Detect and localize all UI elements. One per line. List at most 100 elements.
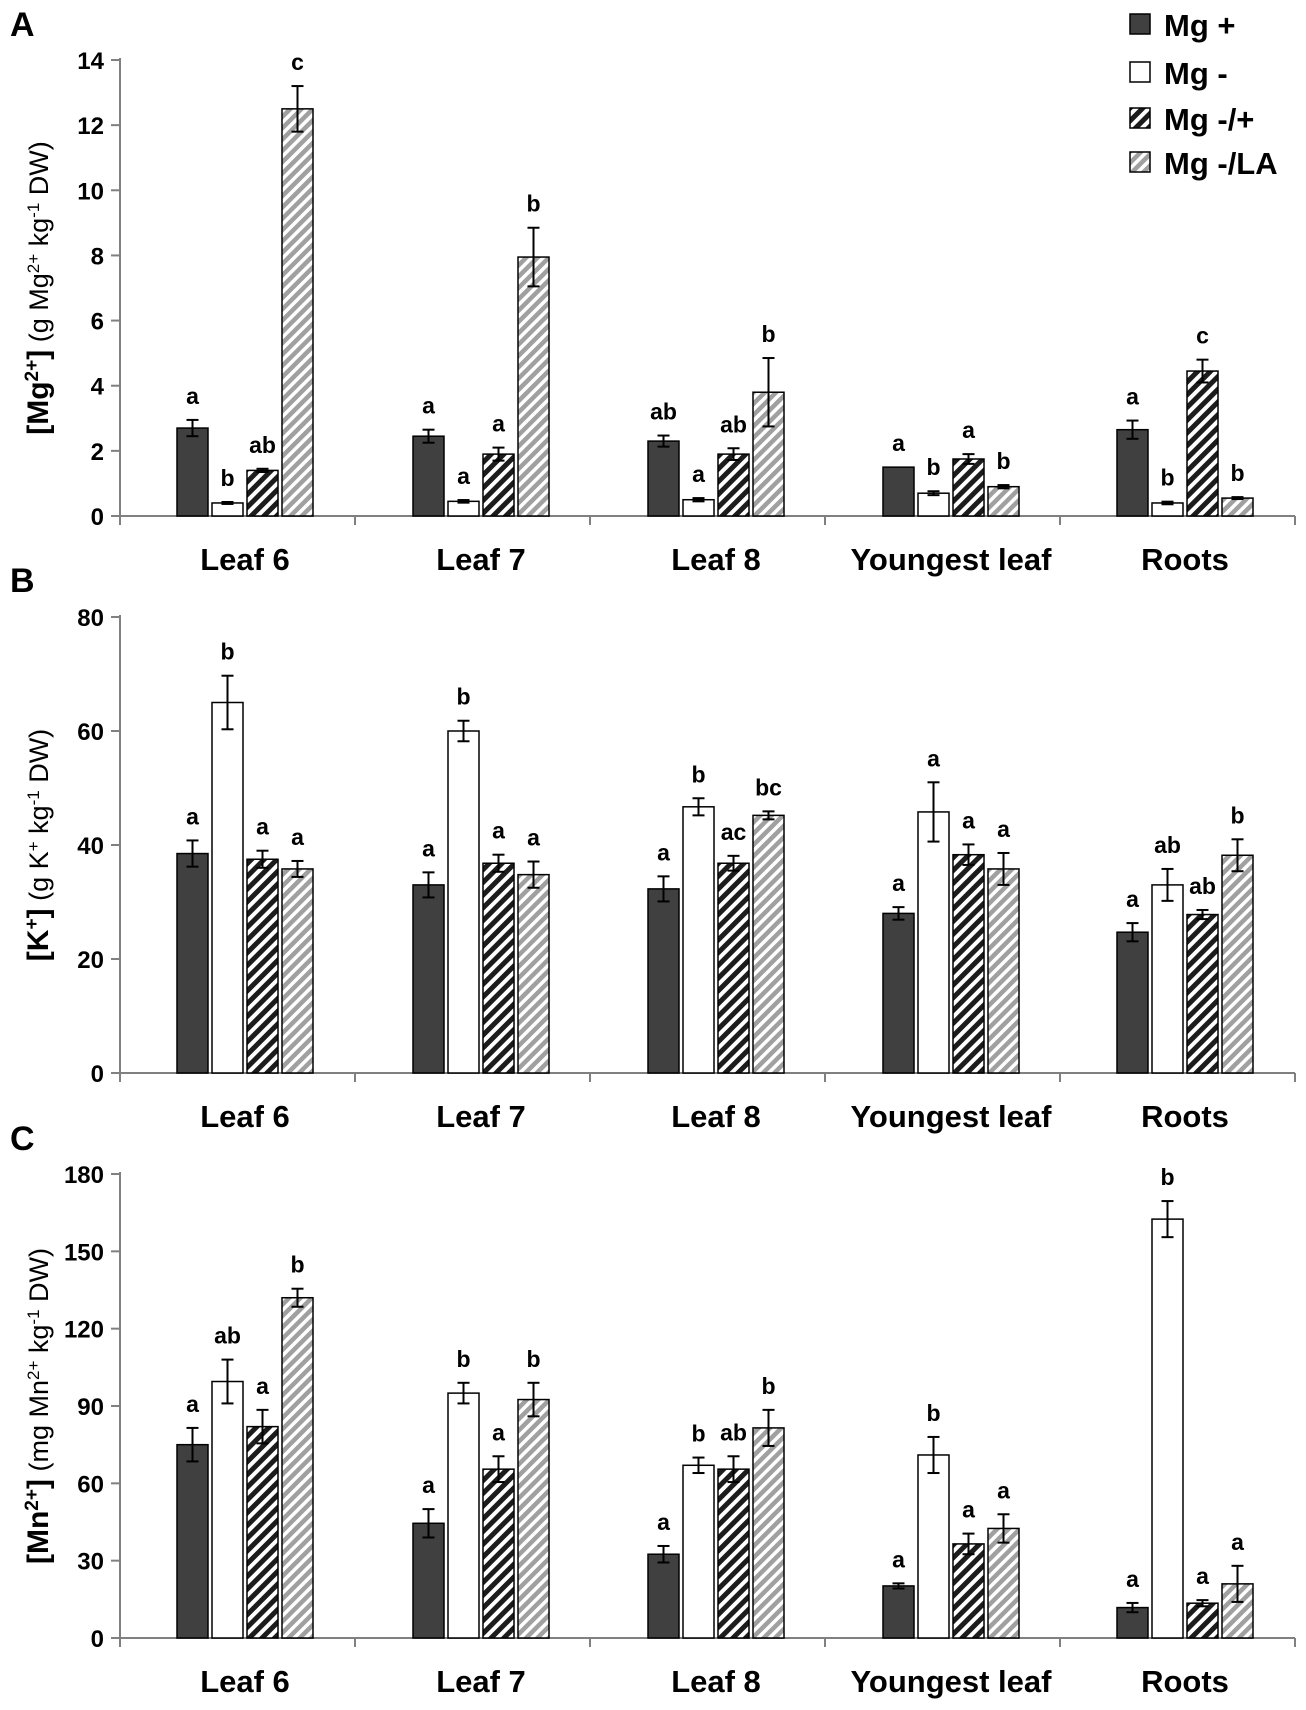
y-tick-label: 0 — [91, 1061, 104, 1088]
significance-label: a — [1126, 886, 1139, 912]
category-label-leaf-6: Leaf 6 — [200, 542, 290, 577]
chart-root: A 0 2 4 6 8 10 12 14 [Mg2+] (g Mg2+ kg-1 DW) Leaf … — [10, 6, 1296, 1699]
significance-label: a — [997, 816, 1010, 842]
bar-mg-minus-leaf-7 — [447, 730, 480, 1074]
bar-mg-minus-leaf-6 — [211, 1380, 244, 1639]
significance-label: b — [691, 761, 705, 787]
bar-mg-la-leaf-7 — [517, 873, 550, 1074]
significance-label: b — [1230, 460, 1244, 486]
significance-label: a — [962, 1497, 975, 1523]
category-label-leaf-6: Leaf 6 — [200, 1099, 290, 1134]
category-label-leaf-6: Leaf 6 — [200, 1664, 290, 1699]
bar-mg-back-roots — [1186, 913, 1219, 1074]
significance-label: b — [526, 191, 540, 217]
y-tick-label: 10 — [77, 178, 104, 205]
significance-label: a — [1126, 1566, 1139, 1592]
bar-mg-plus-youngest-leaf — [882, 912, 915, 1074]
y-tick-label: 12 — [77, 113, 104, 140]
significance-label: b — [761, 321, 775, 347]
bar-mg-plus-youngest-leaf — [882, 1585, 915, 1639]
bar-mg-plus-leaf-6 — [176, 427, 209, 517]
significance-label: a — [1126, 384, 1139, 410]
bar-mg-la-leaf-6 — [281, 1296, 314, 1639]
significance-label: a — [997, 1477, 1010, 1503]
significance-label: a — [422, 1472, 435, 1498]
bar-mg-back-roots — [1186, 370, 1219, 517]
y-axis-label: [K+] (g K+ kg-1 DW) — [22, 729, 56, 961]
category-label-leaf-7: Leaf 7 — [436, 1099, 526, 1134]
bar-mg-minus-leaf-7 — [447, 1392, 480, 1639]
significance-label: b — [1160, 1164, 1174, 1190]
bar-mg-minus-youngest-leaf — [917, 492, 950, 517]
panel-b: B 0 20 40 60 80 [K+] (g K+ kg-1 DW) Leaf 6 Leaf … — [10, 562, 1296, 1134]
bar-mg-back-youngest-leaf — [952, 853, 985, 1074]
bar-mg-back-leaf-8 — [717, 1468, 750, 1639]
bar-mg-back-leaf-7 — [482, 1468, 515, 1639]
y-tick-label: 90 — [77, 1394, 104, 1421]
bar-mg-plus-leaf-6 — [176, 852, 209, 1074]
significance-label: a — [657, 1509, 670, 1535]
category-label-leaf-8: Leaf 8 — [671, 1099, 761, 1134]
bar-mg-la-roots — [1221, 854, 1254, 1074]
category-label-leaf-7: Leaf 7 — [436, 1664, 526, 1699]
significance-label: ab — [1154, 832, 1181, 858]
significance-label: ab — [1189, 873, 1216, 899]
significance-label: a — [186, 383, 199, 409]
bar-mg-plus-roots — [1116, 931, 1149, 1074]
y-tick-label: 180 — [64, 1162, 104, 1189]
significance-label: a — [291, 824, 304, 850]
significance-label: bc — [755, 774, 782, 800]
bar-mg-minus-youngest-leaf — [917, 1454, 950, 1639]
significance-label: b — [926, 1400, 940, 1426]
significance-label: b — [996, 448, 1010, 474]
legend-label-mg-la: Mg -/LA — [1164, 146, 1278, 181]
significance-label: a — [256, 1373, 269, 1399]
y-axis-label: [Mg2+] (g Mg2+ kg-1 DW) — [22, 141, 56, 435]
panel-a: A 0 2 4 6 8 10 12 14 [Mg2+] (g Mg2+ kg-1 DW) Leaf … — [10, 6, 1296, 577]
category-label-roots: Roots — [1141, 542, 1229, 577]
bar-mg-la-roots — [1221, 497, 1254, 517]
bar-mg-minus-roots — [1151, 884, 1184, 1074]
legend-swatch-mg-la — [1129, 151, 1151, 173]
y-tick-label: 120 — [64, 1317, 104, 1344]
y-tick-label: 6 — [91, 309, 104, 336]
bar-mg-la-leaf-7 — [517, 256, 550, 517]
significance-label: a — [962, 807, 975, 833]
bar-mg-back-leaf-8 — [717, 862, 750, 1074]
bar-mg-back-leaf-6 — [246, 469, 279, 517]
bar-mg-minus-roots — [1151, 1218, 1184, 1639]
bar-mg-plus-leaf-7 — [412, 884, 445, 1074]
significance-label: c — [1196, 323, 1209, 349]
significance-label: b — [691, 1421, 705, 1447]
significance-label: ac — [721, 819, 747, 845]
significance-label: a — [186, 1391, 199, 1417]
significance-label: b — [456, 1346, 470, 1372]
bar-mg-la-leaf-7 — [517, 1398, 550, 1639]
significance-label: a — [1231, 1529, 1244, 1555]
significance-label: a — [492, 411, 505, 437]
significance-label: a — [492, 818, 505, 844]
significance-label: b — [926, 454, 940, 480]
category-label-roots: Roots — [1141, 1664, 1229, 1699]
bar-mg-la-youngest-leaf — [987, 1527, 1020, 1639]
bar-mg-la-youngest-leaf — [987, 868, 1020, 1074]
significance-label: a — [492, 1419, 505, 1445]
bar-mg-la-leaf-6 — [281, 108, 314, 517]
category-label-youngest-leaf: Youngest leaf — [851, 1099, 1053, 1134]
bar-mg-minus-leaf-8 — [682, 806, 715, 1074]
bar-mg-la-leaf-8 — [752, 1427, 785, 1639]
panel-letter: A — [10, 6, 35, 44]
significance-label: b — [220, 639, 234, 665]
category-label-leaf-8: Leaf 8 — [671, 1664, 761, 1699]
bar-mg-plus-leaf-8 — [647, 888, 680, 1074]
bar-mg-plus-leaf-7 — [412, 1522, 445, 1639]
y-tick-label: 60 — [77, 1471, 104, 1498]
bar-mg-plus-roots — [1116, 428, 1149, 517]
y-tick-label: 0 — [91, 504, 104, 531]
legend-label-mg-minus: Mg - — [1164, 56, 1228, 91]
significance-label: a — [1196, 1563, 1209, 1589]
bar-mg-la-leaf-6 — [281, 868, 314, 1074]
panel-letter: B — [10, 562, 35, 600]
significance-label: a — [422, 835, 435, 861]
